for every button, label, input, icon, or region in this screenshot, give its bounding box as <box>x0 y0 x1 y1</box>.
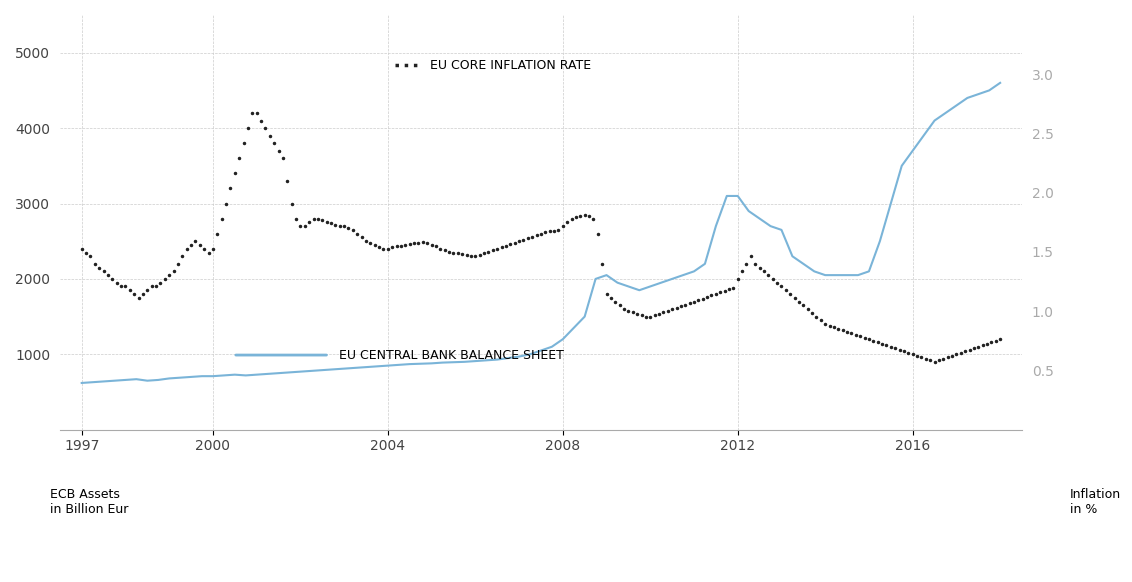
Text: EU CENTRAL BANK BALANCE SHEET: EU CENTRAL BANK BALANCE SHEET <box>338 349 564 361</box>
Text: Inflation
in %: Inflation in % <box>1070 488 1121 516</box>
Text: ECB Assets
in Billion Eur: ECB Assets in Billion Eur <box>50 488 129 516</box>
Legend: EU CORE INFLATION RATE: EU CORE INFLATION RATE <box>389 55 595 77</box>
